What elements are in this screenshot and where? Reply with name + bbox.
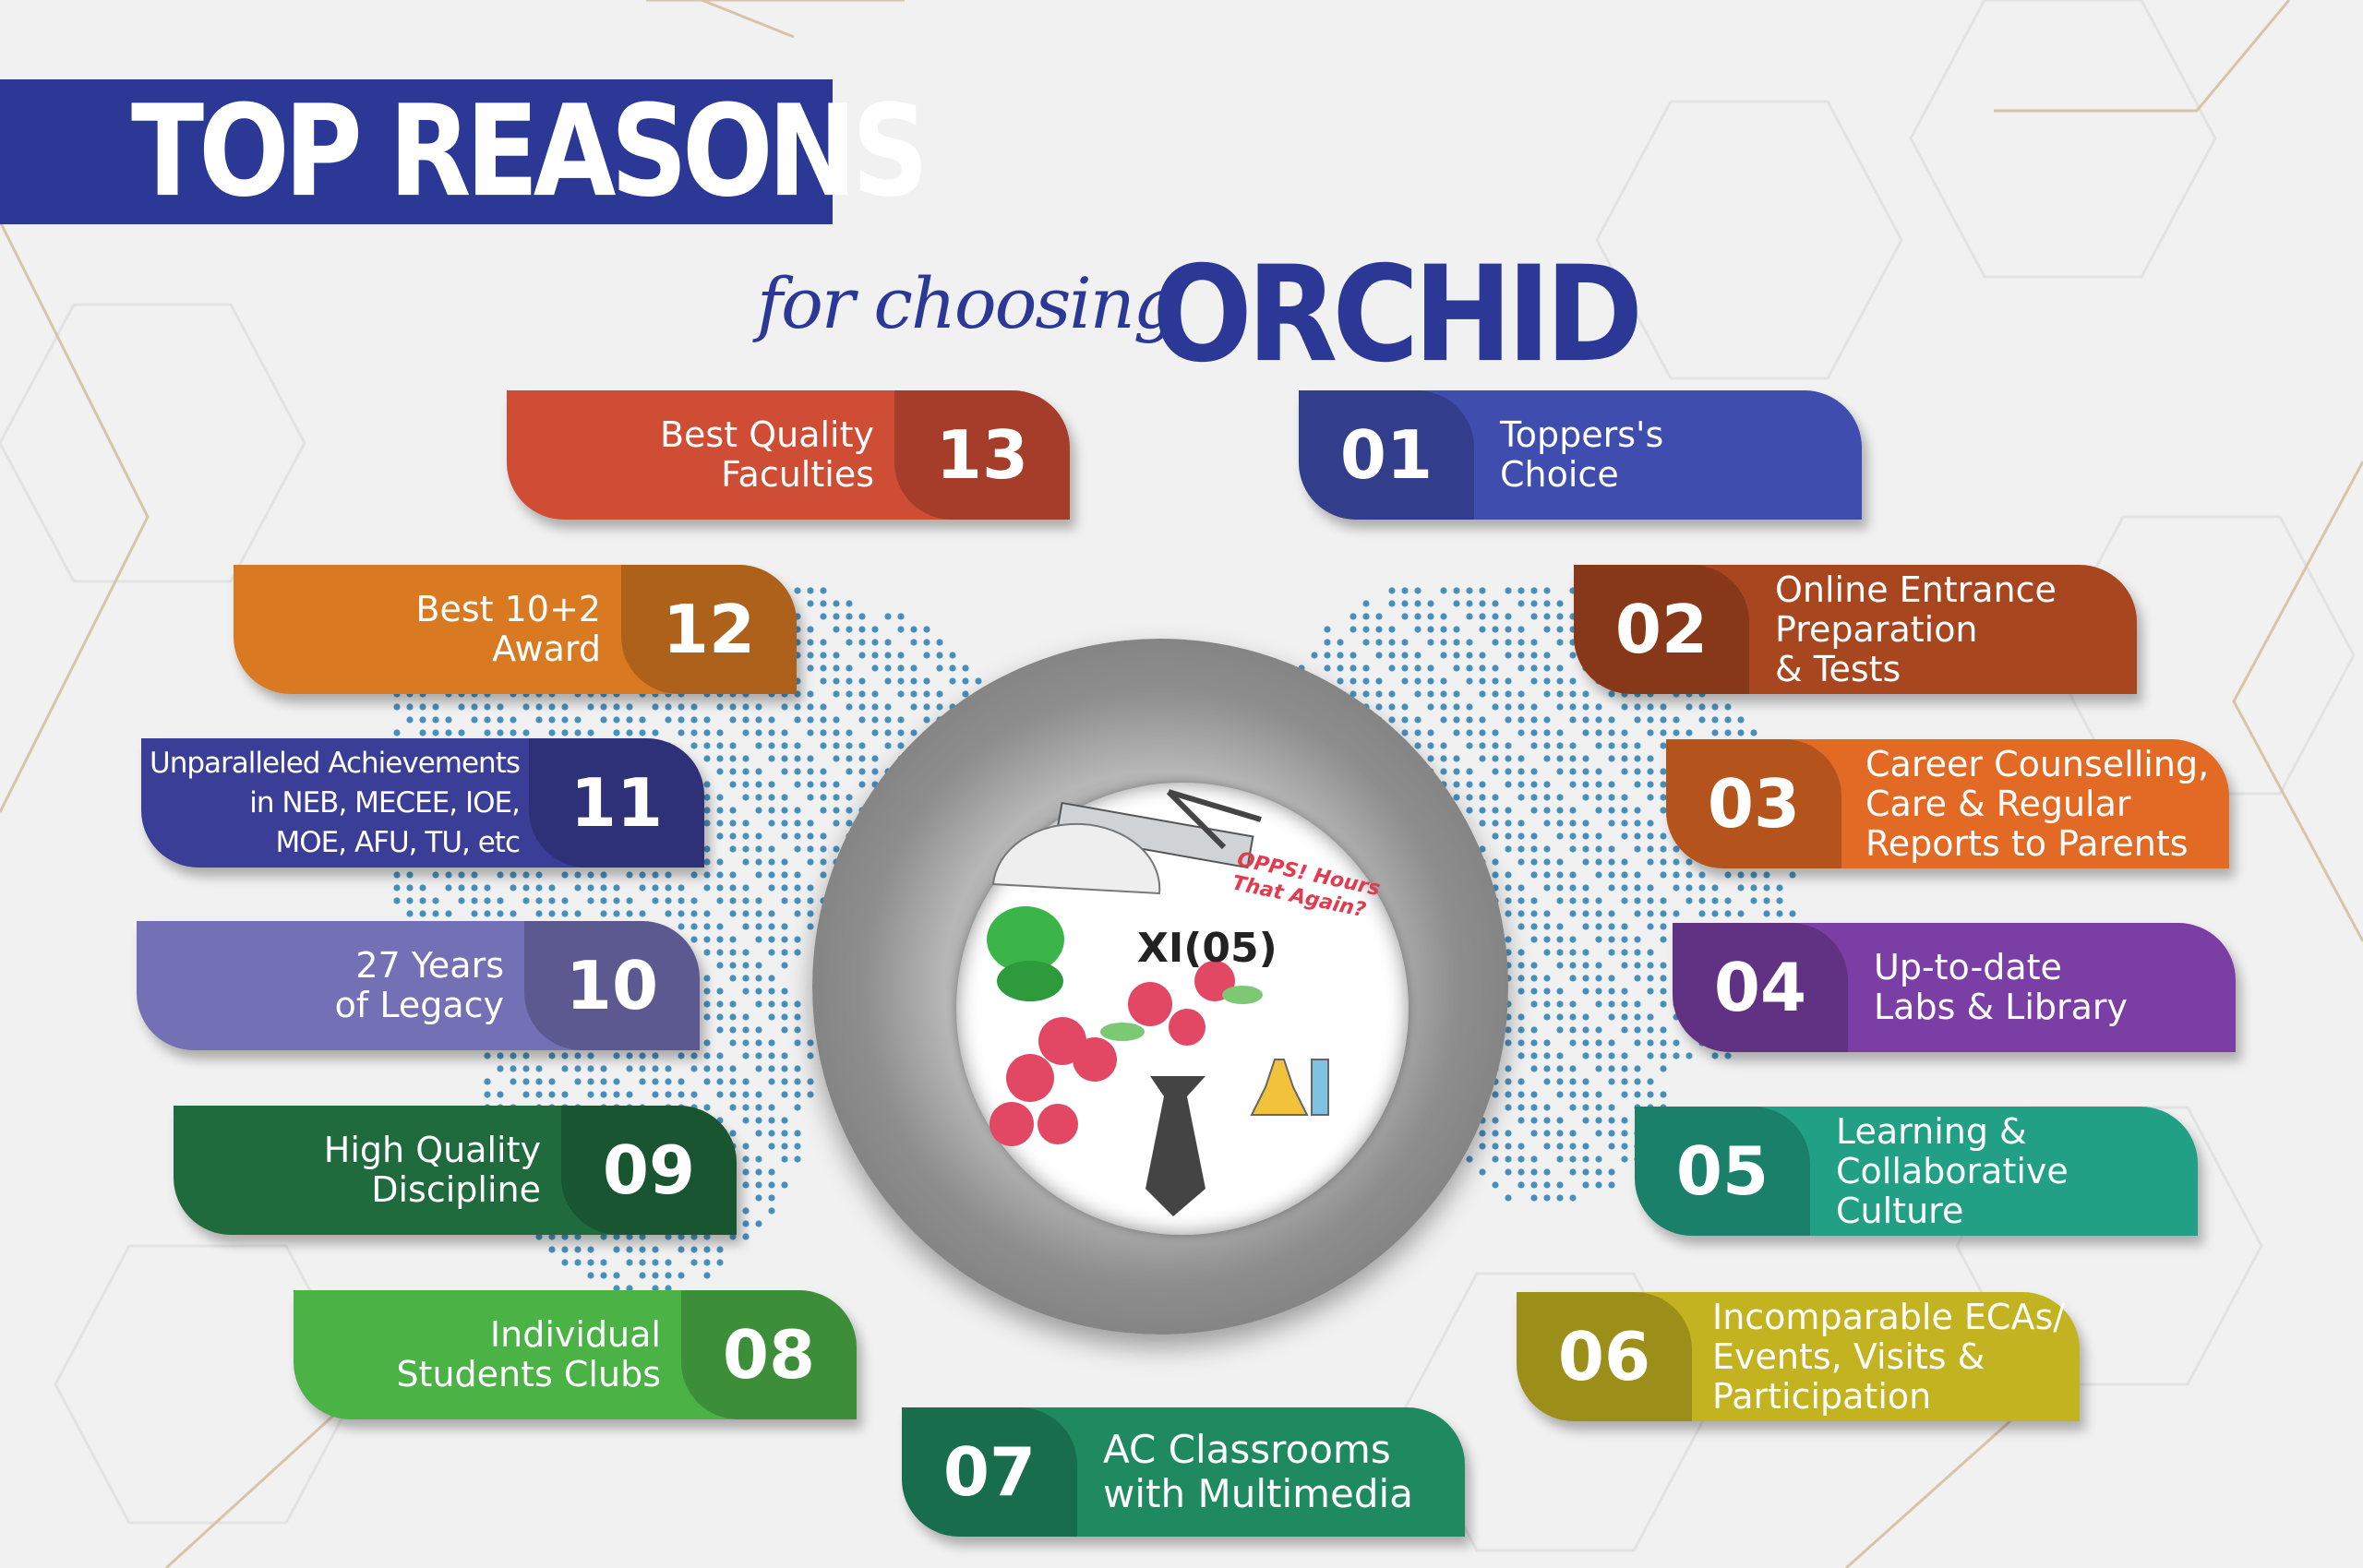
flask-icon — [1250, 1059, 1329, 1116]
reason-number: 10 — [524, 921, 700, 1050]
reason-label: Up-to-date Labs & Library — [1874, 947, 2129, 1027]
reason-number: 05 — [1635, 1107, 1810, 1236]
reason-label: Best Quality Faculties — [659, 414, 874, 495]
class-label: XI(05) — [1137, 925, 1277, 972]
frog-icon — [987, 906, 1064, 1001]
reason-number: 02 — [1574, 565, 1749, 694]
subtitle-script: for choosing — [757, 262, 1178, 344]
reason-number: 04 — [1673, 923, 1848, 1052]
reason-card-13: 13 Best Quality Faculties — [507, 390, 1070, 520]
reason-card-05: 05 Learning & Collaborative Culture — [1635, 1107, 2198, 1236]
reason-number: 11 — [529, 738, 704, 868]
reason-number: 13 — [894, 390, 1070, 520]
reason-card-08: 08 Individual Students Clubs — [294, 1290, 857, 1419]
subtitle: for choosing ORCHID — [757, 238, 1643, 392]
ruler-icon — [1055, 801, 1254, 869]
reason-card-02: 02 Online Entrance Preparation & Tests — [1574, 565, 2137, 694]
page-title: TOP REASONS — [131, 78, 929, 226]
reason-card-07: 07 AC Classrooms with Multimedia — [902, 1407, 1465, 1537]
reason-card-06: 06 Incomparable ECAs/ Events, Visits & P… — [1517, 1292, 2080, 1421]
reason-card-04: 04 Up-to-date Labs & Library — [1673, 923, 2236, 1052]
reason-label: AC Classrooms with Multimedia — [1103, 1427, 1413, 1516]
reason-card-10: 10 27 Years of Legacy — [137, 921, 700, 1050]
title-banner: TOP REASONS — [0, 78, 929, 225]
tie-icon — [1146, 1076, 1205, 1216]
classroom-doodle — [987, 789, 1329, 1216]
reason-number: 06 — [1517, 1292, 1692, 1421]
reason-label: Toppers's Choice — [1500, 414, 1664, 495]
brand-name: ORCHID — [1152, 238, 1643, 392]
reason-card-03: 03 Career Counselling, Care & Regular Re… — [1666, 739, 2229, 868]
reason-number: 07 — [902, 1407, 1077, 1537]
compass-icon — [1166, 789, 1262, 850]
reason-label: Incomparable ECAs/ Events, Visits & Part… — [1712, 1296, 2066, 1417]
reason-number: 01 — [1299, 390, 1474, 520]
reason-number: 12 — [621, 565, 797, 694]
protractor-icon — [991, 822, 1161, 895]
reason-card-01: 01 Toppers's Choice — [1299, 390, 1862, 520]
reason-number: 09 — [561, 1106, 737, 1235]
reason-label: High Quality Discipline — [323, 1130, 541, 1210]
reason-label: Online Entrance Preparation & Tests — [1775, 569, 2057, 689]
reason-label: 27 Years of Legacy — [334, 945, 504, 1025]
reason-label: Unparalleled Achievements in NEB, MECEE,… — [150, 746, 521, 859]
reason-card-09: 09 High Quality Discipline — [174, 1106, 737, 1235]
leaf-icon — [1100, 986, 1263, 1041]
reason-label: Career Counselling, Care & Regular Repor… — [1865, 743, 2210, 864]
reason-label: Best 10+2 Award — [415, 589, 601, 669]
reason-label: Individual Students Clubs — [396, 1314, 661, 1394]
reason-card-11: 11 Unparalleled Achievements in NEB, MEC… — [141, 738, 704, 868]
reason-number: 03 — [1666, 739, 1841, 868]
reason-card-12: 12 Best 10+2 Award — [234, 565, 797, 694]
reason-label: Learning & Collaborative Culture — [1836, 1110, 2069, 1231]
reason-number: 08 — [681, 1290, 857, 1419]
